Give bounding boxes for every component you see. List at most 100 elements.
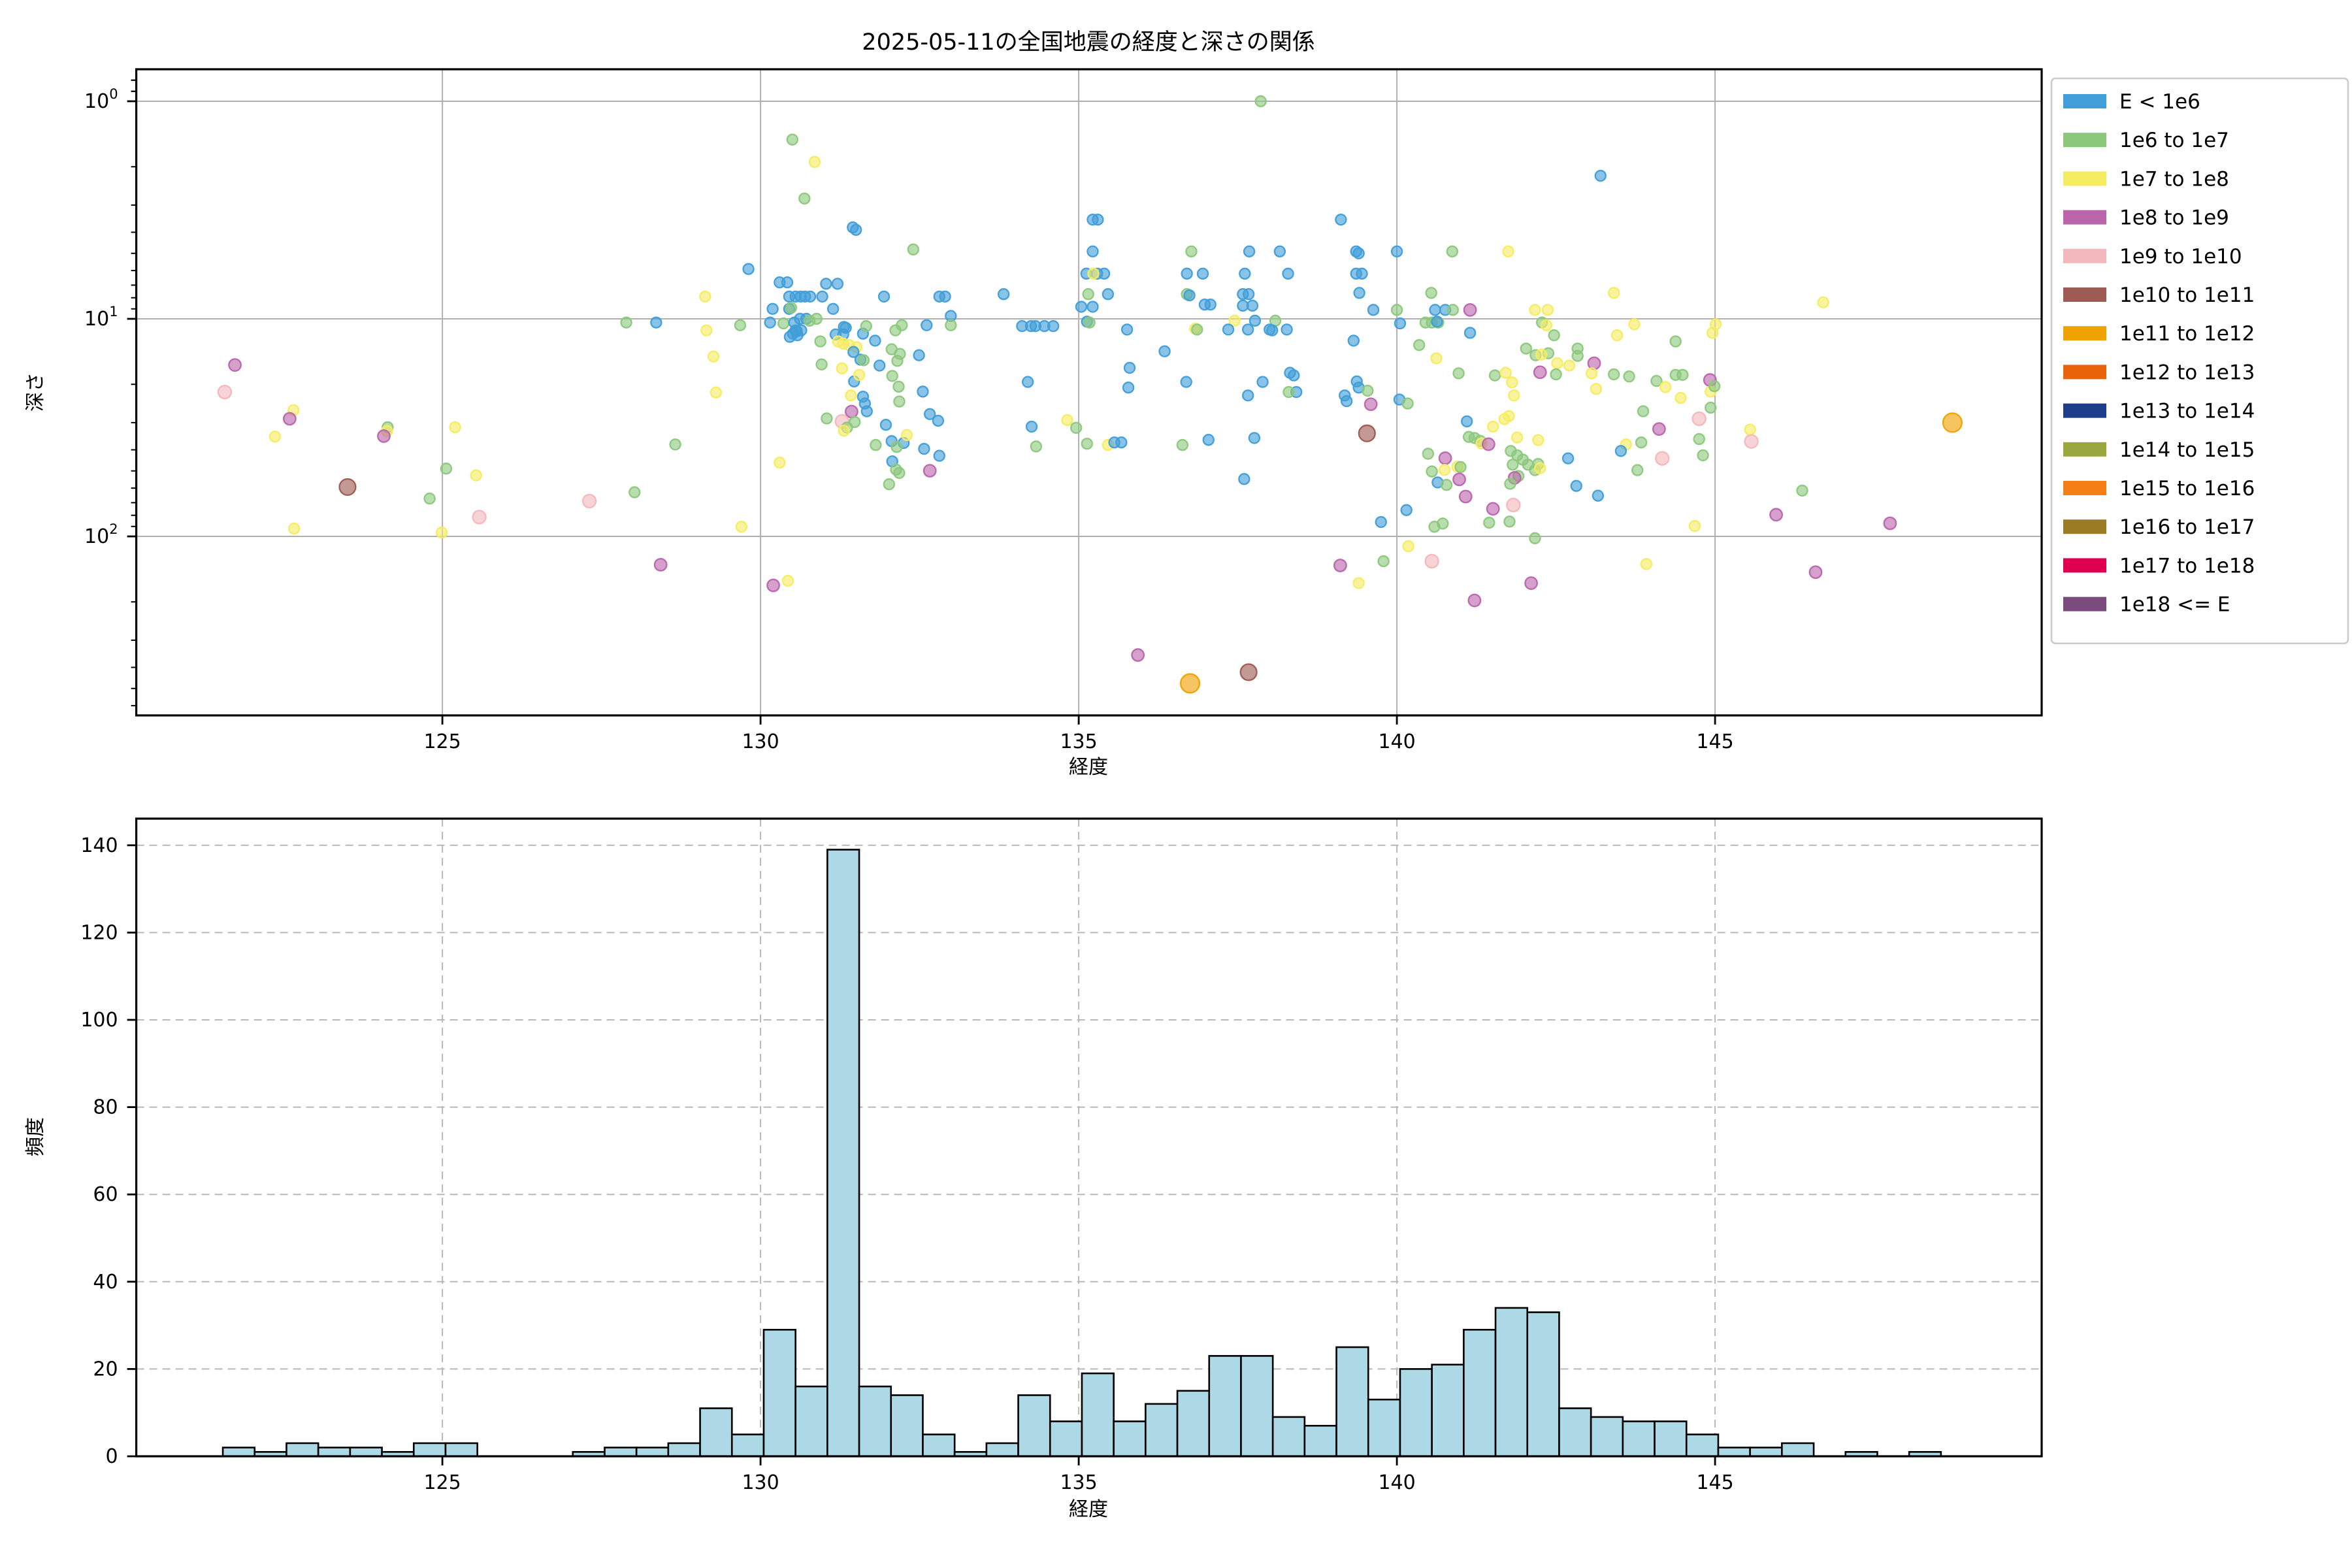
scatter-point: [1817, 296, 1829, 308]
scatter-point: [1463, 327, 1477, 339]
longitude-histogram: 125 130 135 140 145 0 20 40 60 80 100 120 140: [80, 817, 2043, 1494]
scatter-point: [1548, 329, 1560, 342]
scatter-point: [1083, 316, 1096, 329]
legend-swatch: [2063, 519, 2106, 534]
scatter-point: [1047, 319, 1060, 333]
scatter-point: [1744, 434, 1759, 449]
scatter-point: [808, 155, 821, 169]
hist-bar: [1145, 1403, 1179, 1458]
scatter-point: [269, 431, 282, 443]
scatter-point: [893, 395, 906, 408]
x-tick-label: 130: [742, 730, 779, 753]
scatter-point: [814, 335, 826, 348]
scatter-point: [282, 412, 297, 426]
scatter-point: [1563, 359, 1576, 372]
scatter-point: [1243, 245, 1256, 258]
scatter-point: [917, 385, 929, 398]
scatter-point: [1282, 385, 1295, 399]
scatter-point: [1180, 376, 1192, 388]
scatter-point: [1502, 245, 1514, 258]
hist-bar: [635, 1446, 670, 1458]
scatter-point: [228, 358, 242, 372]
scatter-point: [1081, 437, 1093, 450]
scatter-point: [1503, 515, 1516, 528]
scatter-point: [798, 192, 811, 205]
scatter-point: [921, 319, 933, 331]
hist-x-tick-label: 145: [1696, 1471, 1733, 1494]
scatter-point: [820, 278, 832, 290]
scatter-point: [1594, 169, 1607, 182]
scatter-point: [1623, 370, 1635, 383]
legend-label: 1e8 to 1e9: [2119, 206, 2229, 230]
scatter-ylabel: 深さ: [24, 372, 47, 412]
hist-y-tick-label: 120: [80, 921, 118, 944]
scatter-point: [742, 263, 755, 275]
scatter-point: [1669, 335, 1682, 348]
scatter-point: [1571, 350, 1584, 362]
scatter-point: [1709, 318, 1722, 331]
scatter-point: [1402, 540, 1414, 553]
scatter-point: [1087, 267, 1100, 280]
scatter-point: [836, 362, 848, 375]
scatter-point: [1628, 318, 1641, 331]
legend-swatch: [2063, 365, 2106, 380]
scatter-point: [1452, 367, 1465, 380]
hist-bar: [221, 1446, 256, 1458]
hist-bar: [317, 1446, 351, 1458]
scatter-point: [700, 324, 713, 336]
scatter-point: [1463, 302, 1477, 317]
scatter-point: [1222, 323, 1235, 336]
scatter-point: [1413, 338, 1426, 351]
scatter-point: [217, 384, 233, 400]
scatter-frame: [135, 68, 2043, 717]
scatter-point: [1674, 391, 1687, 404]
scatter-point: [893, 466, 906, 480]
scatter-point: [1204, 298, 1217, 311]
legend-swatch: [2063, 403, 2106, 418]
scatter-point: [1158, 345, 1171, 357]
scatter-point: [1281, 323, 1293, 336]
hist-y-tick-label: 0: [106, 1445, 118, 1468]
legend-label: 1e10 to 1e11: [2119, 284, 2255, 307]
scatter-point: [913, 349, 925, 361]
hist-y-tick-label: 100: [80, 1009, 118, 1032]
scatter-point: [1390, 304, 1403, 316]
scatter-point: [923, 464, 937, 478]
scatter-point: [1273, 245, 1286, 258]
scatter-point: [1486, 420, 1499, 433]
scatter-point: [1075, 301, 1088, 313]
scatter-point: [287, 522, 301, 535]
scatter-point: [777, 317, 790, 330]
scatter-point: [1288, 369, 1300, 382]
hist-bar: [1113, 1420, 1147, 1458]
scatter-point: [1196, 267, 1209, 280]
scatter-point: [892, 380, 905, 393]
hist-x-tick-label: 135: [1060, 1471, 1097, 1494]
scatter-point: [889, 324, 902, 336]
scatter-point: [1102, 288, 1115, 301]
scatter-point: [781, 574, 794, 587]
scatter-point: [1693, 433, 1705, 446]
scatter-point: [1640, 558, 1653, 570]
scatter-point: [891, 355, 904, 367]
scatter-point: [1610, 329, 1624, 342]
hist-bar: [1240, 1355, 1274, 1458]
scatter-point: [1438, 464, 1451, 476]
scatter-point: [1507, 458, 1519, 471]
hist-bar: [412, 1442, 447, 1458]
scatter-point: [423, 492, 436, 505]
x-tick-label: 145: [1696, 730, 1733, 753]
scatter-point: [1241, 323, 1254, 336]
hist-frame: [135, 817, 2043, 1458]
scatter-point: [1635, 436, 1648, 449]
hist-y-tick-label: 80: [93, 1096, 118, 1119]
scatter-point: [785, 301, 798, 314]
hist-bar: [1081, 1372, 1115, 1458]
scatter-point: [1488, 369, 1501, 382]
scatter-point: [1524, 576, 1539, 590]
scatter-point: [810, 312, 823, 325]
hist-bar: [1463, 1328, 1497, 1458]
legend-swatch: [2063, 596, 2106, 612]
scatter-point: [1115, 436, 1128, 449]
